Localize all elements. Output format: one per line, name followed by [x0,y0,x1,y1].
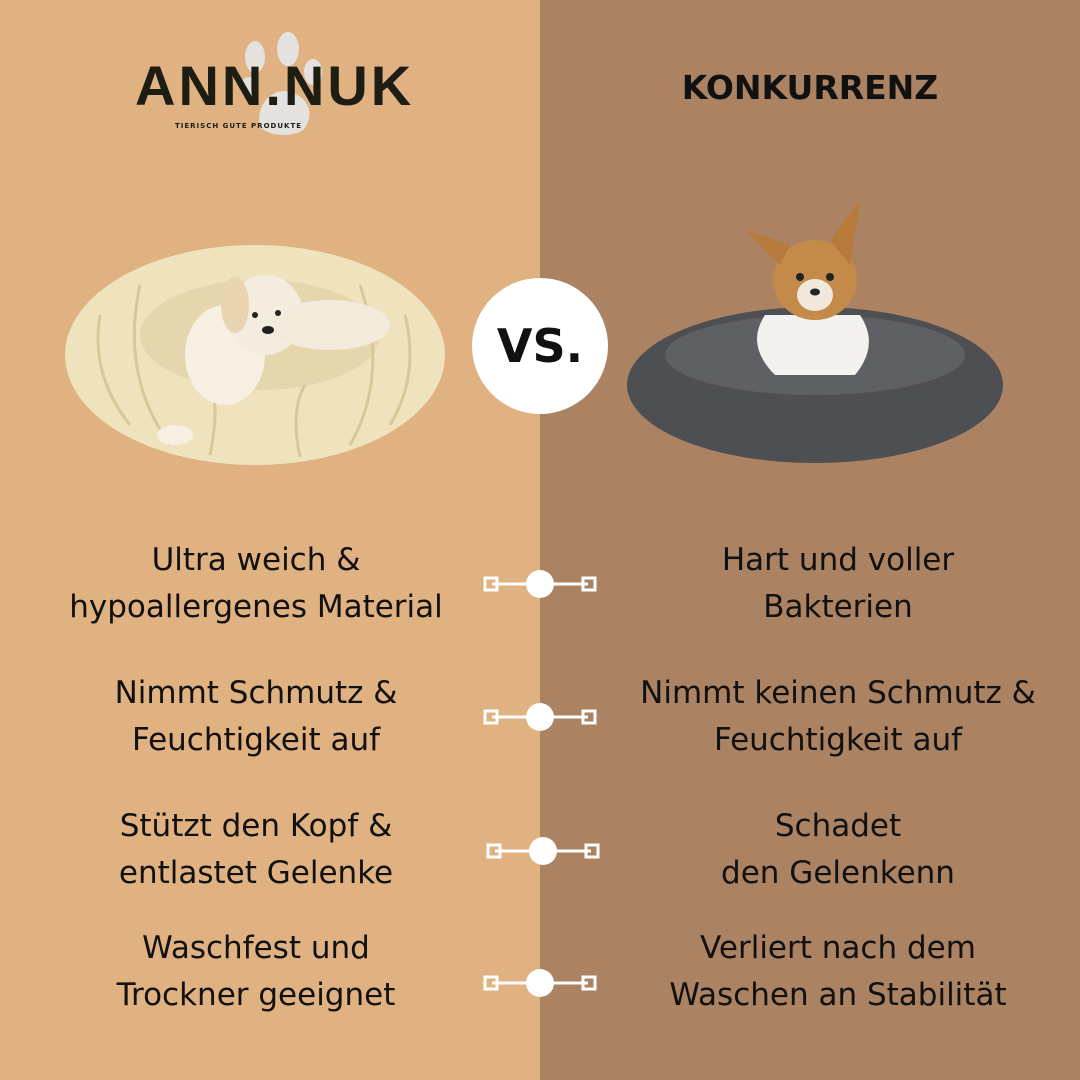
feature-line: Waschfest und [142,930,370,966]
paw-print-icon [241,32,322,135]
feature-line: Waschen an Stabilität [669,977,1007,1013]
annanuk-feature: Stützt den Kopf & entlastet Gelenke [0,803,512,897]
comparison-connector-icon [483,703,597,731]
vs-badge: VS. [472,278,608,414]
brand-tagline: TIERISCH GUTE PRODUKTE [175,122,302,130]
competitor-heading: KONKURRENZ [681,68,939,107]
feature-line: entlastet Gelenke [118,855,394,891]
comparison-connector-icon [486,837,600,865]
annanuk-bed-image [65,245,445,465]
feature-line: Bakterien [763,589,913,625]
feature-line: Ultra weich & [151,542,361,578]
feature-line: Verliert nach dem [700,930,976,966]
comparison-connector-icon [483,969,597,997]
feature-line: Trockner geeignet [116,977,396,1013]
competitor-bed-image [627,200,1003,463]
feature-line: Nimmt keinen Schmutz & [640,675,1036,711]
competitor-feature: Hart und voller Bakterien [578,537,1080,631]
annanuk-feature: Nimmt Schmutz & Feuchtigkeit auf [0,670,512,764]
feature-line: den Gelenkenn [721,855,955,891]
feature-line: Feuchtigkeit auf [131,722,381,758]
annanuk-feature: Ultra weich & hypoallergenes Material [0,537,512,631]
competitor-feature: Verliert nach dem Waschen an Stabilität [578,925,1080,1019]
feature-line: Feuchtigkeit auf [713,722,963,758]
feature-line: Nimmt Schmutz & [114,675,398,711]
feature-line: Schadet [774,808,902,844]
feature-line: hypoallergenes Material [69,589,443,625]
competitor-feature: Schadet den Gelenkenn [578,803,1080,897]
comparison-connector-icon [483,570,597,598]
feature-line: Stützt den Kopf & [119,808,393,844]
competitor-feature: Nimmt keinen Schmutz & Feuchtigkeit auf [578,670,1080,764]
annanuk-panel [0,0,540,1080]
feature-line: Hart und voller [721,542,955,578]
competitor-panel [540,0,1080,1080]
brand-name: ANN.NUK [135,54,415,117]
brand-logo: ANN.NUK TIERISCH GUTE PRODUKTE [135,32,415,140]
annanuk-feature: Waschfest und Trockner geeignet [0,925,512,1019]
